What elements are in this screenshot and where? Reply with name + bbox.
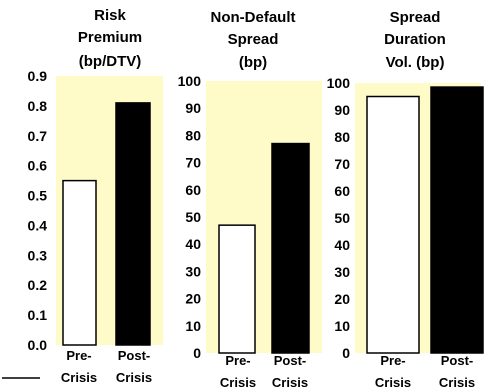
y-tick-label: 80 bbox=[185, 127, 201, 143]
chart-title-line: Premium bbox=[78, 29, 142, 46]
y-tick-label: 20 bbox=[334, 291, 350, 307]
y-tick-label: 70 bbox=[334, 156, 350, 172]
y-tick-label: 0.6 bbox=[28, 158, 48, 174]
x-category-label: Crisis bbox=[272, 375, 308, 389]
chart-title-line: Spread bbox=[390, 9, 441, 26]
y-tick-label: 50 bbox=[334, 210, 350, 226]
bar-pre-crisis bbox=[218, 224, 256, 354]
y-tick-label: 80 bbox=[334, 129, 350, 145]
y-tick-label: 0.0 bbox=[28, 337, 48, 353]
y-tick-label: 90 bbox=[185, 100, 201, 116]
y-tick-label: 20 bbox=[185, 291, 201, 307]
bar-post-crisis bbox=[271, 142, 310, 354]
bar-pre-crisis bbox=[62, 179, 97, 346]
x-category-label: Pre- bbox=[380, 353, 405, 368]
y-tick-label: 0.2 bbox=[28, 277, 48, 293]
chart-title-line: Risk bbox=[94, 7, 126, 24]
y-tick-label: 90 bbox=[334, 102, 350, 118]
x-category-label: Crisis bbox=[375, 375, 411, 389]
y-tick-label: 0.1 bbox=[28, 307, 48, 323]
chart-title-line: Vol. (bp) bbox=[386, 54, 445, 71]
chart-title-line: (bp) bbox=[239, 54, 267, 71]
chart-title-line: Duration bbox=[384, 31, 446, 48]
bar-post-crisis bbox=[430, 86, 484, 354]
y-tick-label: 60 bbox=[334, 183, 350, 199]
x-category-label: Crisis bbox=[439, 375, 475, 389]
x-category-label: Crisis bbox=[116, 370, 152, 385]
x-category-label: Post- bbox=[118, 348, 151, 363]
x-category-label: Pre- bbox=[225, 353, 250, 368]
x-category-label: Crisis bbox=[61, 370, 97, 385]
chart-panel-risk-premium: Risk Premium (bp/DTV) 0.0 0.1 0.2 0.3 0.4 0.5 0.6… bbox=[28, 7, 163, 385]
chart-panel-spread-duration-vol: Spread Duration Vol. (bp) 0 10 20 30 40 50 60 70 80… bbox=[327, 9, 484, 389]
y-tick-label: 10 bbox=[334, 318, 350, 334]
y-tick-label: 0 bbox=[193, 345, 201, 361]
y-tick-label: 30 bbox=[185, 263, 201, 279]
chart-title-line: Spread bbox=[228, 31, 279, 48]
bar-post-crisis bbox=[115, 102, 151, 346]
chart-panel-non-default-spread: Non-Default Spread (bp) 0 10 20 30 40 50 60 70 80 90… bbox=[178, 9, 322, 389]
y-tick-label: 10 bbox=[185, 318, 201, 334]
chart-title-line: (bp/DTV) bbox=[79, 53, 141, 70]
y-tick-label: 0.5 bbox=[28, 188, 48, 204]
bar-pre-crisis bbox=[366, 95, 420, 354]
x-category-label: Pre- bbox=[66, 348, 91, 363]
x-category-label: Post- bbox=[441, 353, 474, 368]
y-tick-label: 0.7 bbox=[28, 128, 48, 144]
y-tick-label: 0.4 bbox=[28, 217, 48, 233]
y-tick-label: 60 bbox=[185, 182, 201, 198]
y-tick-label: 40 bbox=[334, 237, 350, 253]
y-tick-label: 100 bbox=[178, 73, 202, 89]
y-tick-label: 0 bbox=[342, 345, 350, 361]
y-tick-label: 40 bbox=[185, 236, 201, 252]
y-tick-label: 70 bbox=[185, 155, 201, 171]
x-category-label: Crisis bbox=[220, 375, 256, 389]
y-tick-label: 0.3 bbox=[28, 247, 48, 263]
x-category-label: Post- bbox=[274, 353, 307, 368]
chart-title-line: Non-Default bbox=[211, 9, 296, 26]
y-tick-label: 0.9 bbox=[28, 68, 48, 84]
y-tick-label: 30 bbox=[334, 264, 350, 280]
y-tick-label: 50 bbox=[185, 209, 201, 225]
y-tick-label: 0.8 bbox=[28, 98, 48, 114]
y-tick-label: 100 bbox=[327, 75, 351, 91]
